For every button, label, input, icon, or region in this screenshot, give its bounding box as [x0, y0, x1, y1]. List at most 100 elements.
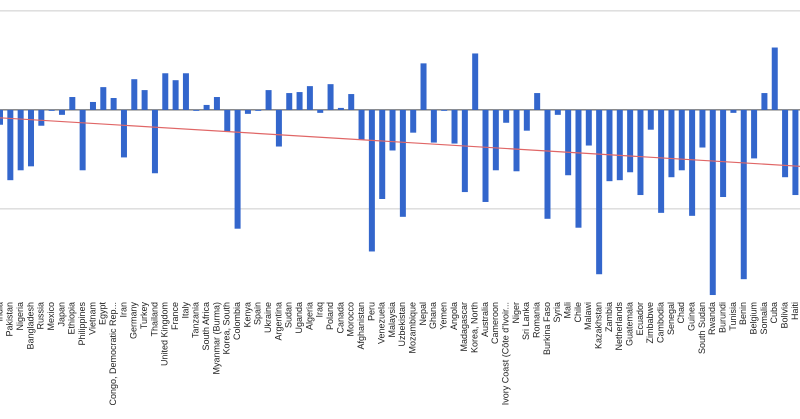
x-tick-label: Guatemala: [625, 302, 635, 346]
bar: [647, 109, 654, 130]
bar: [358, 109, 365, 140]
bar: [213, 97, 220, 110]
x-tick-label: United Kingdom: [160, 302, 170, 366]
bar: [585, 109, 592, 146]
bar: [678, 109, 685, 171]
bar: [668, 109, 675, 178]
x-tick-label: Belgium: [748, 302, 758, 335]
bar: [337, 107, 344, 110]
bar: [410, 109, 417, 133]
x-tick-label: Romania: [532, 302, 542, 338]
x-tick-label: Cameroon: [490, 302, 500, 344]
x-tick-label: Angola: [449, 302, 459, 330]
bar: [172, 80, 179, 110]
bar: [7, 109, 14, 181]
bar: [430, 109, 437, 143]
x-tick-label: Madagascar: [459, 302, 469, 352]
bar: [348, 94, 355, 110]
bar: [100, 87, 107, 110]
x-tick-label: Cuba: [769, 302, 779, 324]
bar: [606, 109, 613, 182]
bar: [203, 104, 210, 110]
x-tick-label: Morocco: [346, 302, 356, 337]
bar: [792, 109, 799, 196]
bar: [420, 63, 427, 110]
x-tick-label: Bolivia: [779, 302, 789, 329]
x-tick-label: Chile: [573, 302, 583, 323]
x-tick-label: Sri Lanka: [521, 302, 531, 340]
bar: [761, 93, 768, 110]
x-tick-label: Mexico: [46, 302, 56, 331]
bar: [131, 79, 138, 110]
bar: [441, 109, 448, 111]
x-tick-label: Philippines: [77, 302, 87, 346]
x-tick-label: Ethiopia: [67, 302, 77, 335]
bar: [720, 109, 727, 198]
x-tick-label: Myanmar (Burma): [211, 302, 221, 375]
bar: [69, 97, 76, 110]
bar: [275, 109, 282, 147]
x-tick-label: Mali: [563, 302, 573, 319]
bar: [224, 109, 231, 132]
x-tick-label: Netherlands: [614, 302, 624, 351]
bar: [120, 109, 127, 158]
x-tick-label: Kazakhstan: [594, 302, 604, 349]
x-tick-label: South Africa: [201, 302, 211, 351]
x-tick-label: Argentina: [273, 302, 283, 341]
bar: [451, 109, 458, 144]
bar: [482, 109, 489, 202]
x-tick-label: Afghanistan: [356, 302, 366, 350]
bar: [658, 109, 665, 213]
x-tick-label: Kenya: [242, 302, 252, 328]
bar: [575, 109, 582, 228]
x-tick-label: Chad: [676, 302, 686, 324]
bar: [193, 109, 200, 111]
bar: [544, 109, 551, 219]
x-tick-label: Iraq: [315, 302, 325, 318]
x-tick-label: France: [170, 302, 180, 330]
x-tick-label: Nepal: [418, 302, 428, 326]
x-tick-label: Pakistan: [5, 302, 15, 337]
x-tick-label: Cambodia: [655, 302, 665, 343]
x-tick-label: Colombia: [232, 302, 242, 340]
bar: [565, 109, 572, 176]
bar: [162, 73, 169, 110]
x-tick-label: Tanzania: [191, 302, 201, 338]
bar: [782, 109, 789, 178]
x-tick-label: Malawi: [583, 302, 593, 330]
bar: [689, 109, 696, 216]
trendline: [0, 117, 800, 167]
x-tick-label: Guinea: [686, 302, 696, 331]
bar: [306, 86, 313, 110]
x-tick-label: Zambia: [604, 302, 614, 332]
x-tick-label: Nigeria: [15, 302, 25, 331]
bar: [286, 93, 293, 110]
x-tick-label: Somalia: [759, 302, 769, 335]
bar: [399, 109, 406, 217]
x-tick-label: Korea, North: [470, 302, 480, 353]
bar: [17, 109, 24, 171]
bar: [596, 109, 603, 275]
bar: [379, 109, 386, 199]
bar: [771, 47, 778, 110]
x-tick-label: Congo, Democratic Rep...: [108, 302, 118, 406]
x-tick-label: Tunisia: [728, 302, 738, 331]
x-tick-label: Haiti: [790, 302, 800, 320]
bar: [151, 109, 158, 174]
bar: [317, 109, 324, 113]
x-tick-label: Algeria: [304, 302, 314, 330]
x-tick-label: Canada: [335, 302, 345, 334]
bar: [751, 109, 758, 159]
bar: [740, 109, 747, 280]
x-tick-label: Zimbabwe: [645, 302, 655, 344]
x-tick-label: Poland: [325, 302, 335, 330]
x-tick-label: Iran: [118, 302, 128, 318]
x-tick-label: Italy: [180, 302, 190, 319]
bar: [492, 109, 499, 171]
x-tick-label: Burkina Faso: [542, 302, 552, 355]
bar: [296, 92, 303, 110]
bar: [182, 73, 189, 110]
